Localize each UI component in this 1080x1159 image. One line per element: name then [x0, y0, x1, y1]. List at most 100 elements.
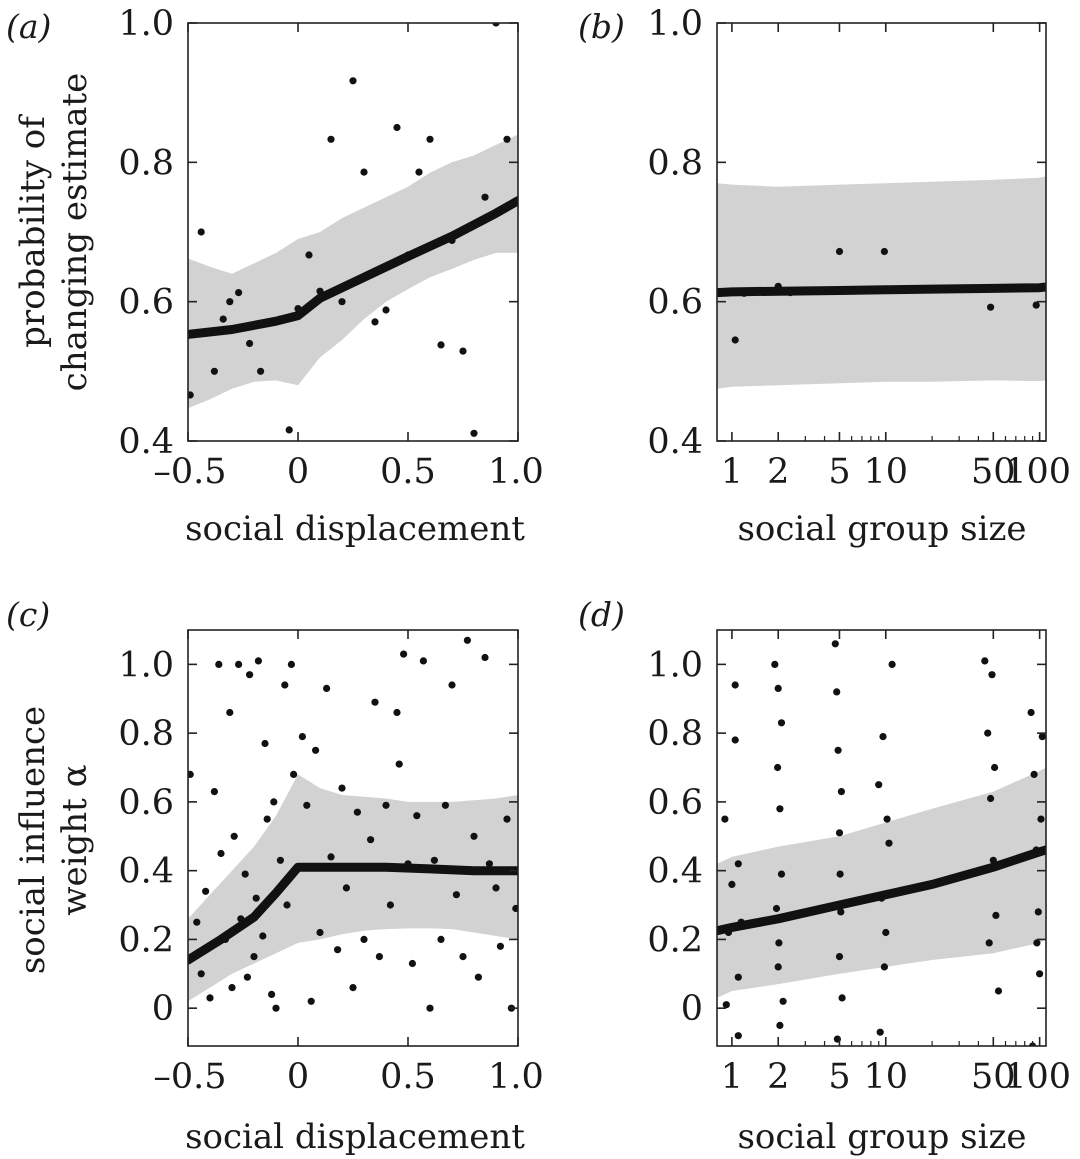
data-point-c: [250, 953, 258, 961]
y-axis-label-c-line2: weight α: [55, 764, 95, 915]
data-point-a: [349, 77, 357, 85]
plot-area-a: 0.4 0.6 0.8 1.0 –0.5 0 0.5 1.0: [118, 4, 544, 492]
data-point-c: [202, 887, 210, 895]
data-point-c: [241, 870, 249, 878]
data-point-a: [338, 298, 346, 306]
data-point-c: [459, 953, 467, 961]
data-point-c: [393, 708, 401, 717]
data-point-d: [833, 688, 841, 696]
x-tick-label-d: 10: [863, 1057, 908, 1097]
data-point-c: [316, 928, 324, 937]
data-point-c: [270, 798, 278, 806]
data-point-c: [463, 636, 471, 644]
plot-frame-d: [716, 629, 1047, 1047]
data-point-d: [731, 681, 739, 689]
data-point-c: [226, 708, 234, 717]
data-point-d: [737, 918, 745, 926]
data-point-c: [193, 918, 201, 926]
x-tick-label-a: 0: [287, 452, 309, 492]
data-point-c: [448, 681, 456, 689]
data-point-c: [327, 853, 335, 861]
data-point-c: [395, 760, 403, 768]
data-point-d: [731, 736, 739, 744]
data-point-d: [775, 939, 783, 947]
x-tick-label-a: 1.0: [488, 452, 544, 492]
x-tick-label-c: 0.5: [380, 1057, 436, 1097]
panel-label-b: (b): [578, 7, 625, 46]
data-point-b: [955, 284, 963, 292]
y-tick-label-d: 0.4: [647, 852, 703, 892]
data-point-d: [777, 719, 786, 727]
data-point-c: [215, 660, 223, 669]
panel-c: (c) social influence weight α 0 0.2 0.4 0.6…: [6, 595, 544, 1157]
data-point-c: [276, 856, 284, 864]
data-point-d: [1034, 908, 1042, 916]
y-tick-label-c: 0.8: [118, 714, 174, 754]
data-point-c: [512, 904, 518, 913]
y-tick-label-d: 0.6: [647, 783, 703, 823]
data-point-c: [263, 815, 271, 823]
data-point-b: [987, 303, 995, 311]
y-tick-label-b: 1.0: [647, 4, 703, 44]
data-point-c: [430, 856, 438, 864]
data-point-d: [981, 657, 989, 665]
y-tick-label-c: 0.6: [118, 783, 174, 823]
x-axis-label-b: social group size: [737, 509, 1026, 549]
data-point-c: [188, 770, 194, 778]
data-point-c: [360, 935, 368, 944]
data-point-c: [349, 984, 357, 992]
data-point-b: [774, 282, 782, 290]
data-point-d: [1033, 939, 1041, 947]
data-point-c: [206, 994, 214, 1002]
data-layer-c: [188, 636, 518, 1012]
y-tick-label-b: 0.6: [647, 283, 703, 323]
y-tick-label-d: 0.2: [647, 920, 703, 960]
data-point-a: [503, 135, 511, 143]
y-tick-label-b: 0.4: [647, 422, 703, 462]
y-tick-label-a: 0.6: [118, 283, 174, 323]
plot-frame-a: [187, 22, 519, 442]
data-point-a: [210, 367, 218, 375]
data-point-c: [470, 832, 478, 840]
data-point-b: [786, 289, 795, 297]
data-point-c: [404, 860, 412, 868]
data-point-a: [285, 426, 293, 434]
data-point-c: [367, 836, 375, 844]
x-tick-label-d: 100: [1004, 1057, 1071, 1097]
x-tick-label-d: 5: [828, 1057, 850, 1097]
fit-line-b: [717, 282, 1046, 298]
y-axis-label-a-line2: changing estimate: [55, 73, 95, 392]
data-point-c: [342, 884, 350, 892]
x-tick-label-b: 1: [721, 452, 743, 492]
fit-line-d: [717, 845, 1046, 936]
data-point-a: [415, 168, 423, 176]
data-point-b: [842, 287, 850, 295]
data-point-a: [448, 236, 456, 244]
confidence-band-b: [717, 176, 1046, 389]
data-point-d: [984, 729, 992, 737]
data-point-b: [835, 247, 844, 256]
data-point-d: [774, 963, 782, 971]
data-point-d: [734, 1032, 742, 1040]
data-point-d: [734, 860, 742, 868]
data-point-a: [226, 298, 234, 306]
data-point-c: [334, 946, 342, 954]
data-point-a: [257, 367, 265, 375]
data-point-c: [426, 1004, 434, 1012]
data-point-d: [888, 660, 896, 669]
y-tick-label-a: 0.8: [118, 143, 174, 183]
x-tick-label-b: 5: [828, 452, 850, 492]
data-point-c: [237, 915, 245, 923]
data-point-c: [246, 671, 254, 679]
data-layer-a: [188, 23, 518, 437]
data-point-c: [413, 812, 421, 820]
data-point-b: [721, 288, 729, 296]
data-point-d: [771, 660, 779, 669]
data-point-c: [272, 1004, 280, 1012]
y-tick-label-b: 0.8: [647, 143, 703, 183]
fit-line-c: [188, 862, 518, 965]
y-tick-label-d: 0.8: [647, 714, 703, 754]
data-point-c: [217, 849, 225, 858]
data-point-d: [883, 815, 891, 823]
